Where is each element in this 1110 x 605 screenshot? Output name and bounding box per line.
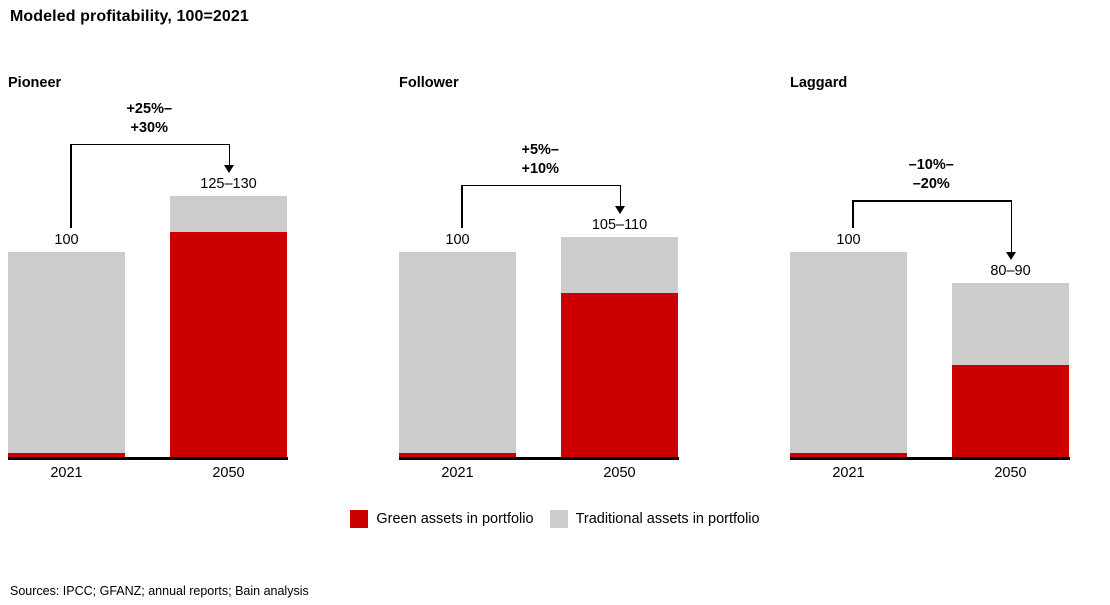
change-arrow-right-stub	[228, 143, 230, 166]
bar-value-label: 105–110	[591, 216, 648, 233]
sources-note: Sources: IPCC; GFANZ; annual reports; Ba…	[10, 584, 309, 598]
x-axis-tick-label: 2050	[212, 465, 245, 481]
change-arrow-left-stub	[461, 184, 463, 228]
change-arrow-horizontal-line	[461, 184, 620, 187]
legend-item-traditional-assets: Traditional assets in portfolio	[549, 510, 760, 528]
bar-segment-green-assets	[8, 452, 125, 457]
bar-value-label: 100	[836, 232, 861, 248]
bar-segment-traditional-assets	[399, 252, 516, 453]
x-axis-tick-label: 2021	[50, 465, 83, 481]
change-arrowhead-icon	[223, 164, 234, 173]
change-percent-label: +5%– +10%	[521, 141, 560, 177]
bar-segment-green-assets	[399, 452, 516, 457]
bar-segment-traditional-assets	[8, 252, 125, 453]
change-arrow-right-stub	[619, 184, 621, 207]
chart-legend: Green assets in portfolio Traditional as…	[0, 510, 1110, 528]
change-arrow-left-stub	[70, 143, 72, 228]
x-axis-line	[790, 457, 1070, 460]
bar-value-label: 100	[54, 232, 79, 248]
bar-value-label: 125–130	[200, 175, 257, 192]
change-arrow-right-stub	[1010, 200, 1012, 253]
chart-panel-follower: Follower 100 2021 105–110 2050 +5%– +10%	[399, 75, 681, 495]
x-axis-tick-label: 2021	[832, 465, 865, 481]
change-arrow-left-stub	[852, 200, 854, 228]
chart-main-title: Modeled profitability, 100=2021	[10, 8, 249, 25]
legend-label-green-assets: Green assets in portfolio	[376, 511, 534, 527]
legend-swatch-traditional-icon	[549, 510, 568, 528]
chart-panel-pioneer: Pioneer 100 2021 125–130 2050 +25%– +30%	[8, 75, 290, 495]
change-arrow-horizontal-line	[70, 143, 229, 146]
bar-value-label: 80–90	[990, 262, 1031, 279]
x-axis-tick-label: 2050	[603, 465, 636, 481]
legend-item-green-assets: Green assets in portfolio	[350, 510, 534, 528]
bar-segment-green-assets	[952, 364, 1069, 457]
bar-segment-green-assets	[790, 452, 907, 457]
change-percent-label: +25%– +30%	[126, 100, 173, 136]
x-axis-tick-label: 2021	[441, 465, 474, 481]
bar-segment-green-assets	[561, 293, 678, 457]
x-axis-tick-label: 2050	[994, 465, 1027, 481]
chart-panel-laggard: Laggard 100 2021 80–90 2050 –10%– –20%	[790, 75, 1072, 495]
x-axis-line	[399, 457, 679, 460]
bar-segment-traditional-assets	[561, 236, 678, 293]
panel-title-pioneer: Pioneer	[8, 75, 62, 91]
bar-segment-green-assets	[170, 231, 287, 457]
panel-title-laggard: Laggard	[790, 75, 848, 91]
panel-title-follower: Follower	[399, 75, 459, 91]
change-arrowhead-icon	[1005, 251, 1016, 260]
x-axis-line	[8, 457, 288, 460]
legend-label-traditional-assets: Traditional assets in portfolio	[575, 511, 760, 527]
change-arrow-horizontal-line	[852, 200, 1011, 202]
bar-segment-traditional-assets	[790, 252, 907, 453]
bar-segment-traditional-assets	[170, 195, 287, 232]
bar-value-label: 100	[445, 232, 470, 248]
bar-segment-traditional-assets	[952, 282, 1069, 365]
change-arrowhead-icon	[614, 205, 625, 214]
legend-swatch-green-icon	[350, 510, 369, 528]
change-percent-label: –10%– –20%	[908, 157, 954, 192]
